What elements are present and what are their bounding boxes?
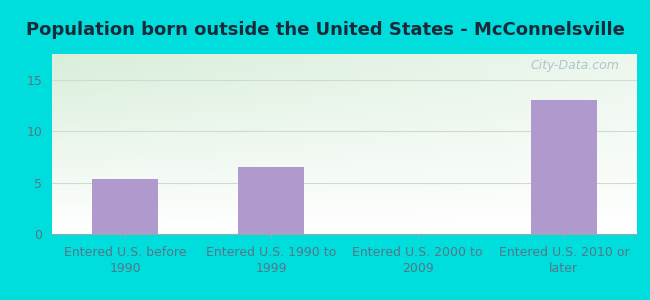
Text: Population born outside the United States - McConnelsville: Population born outside the United State… [25, 21, 625, 39]
Bar [531, 100, 597, 234]
Bar [92, 179, 158, 234]
Text: City-Data.com: City-Data.com [530, 59, 619, 72]
Bar [239, 167, 304, 234]
